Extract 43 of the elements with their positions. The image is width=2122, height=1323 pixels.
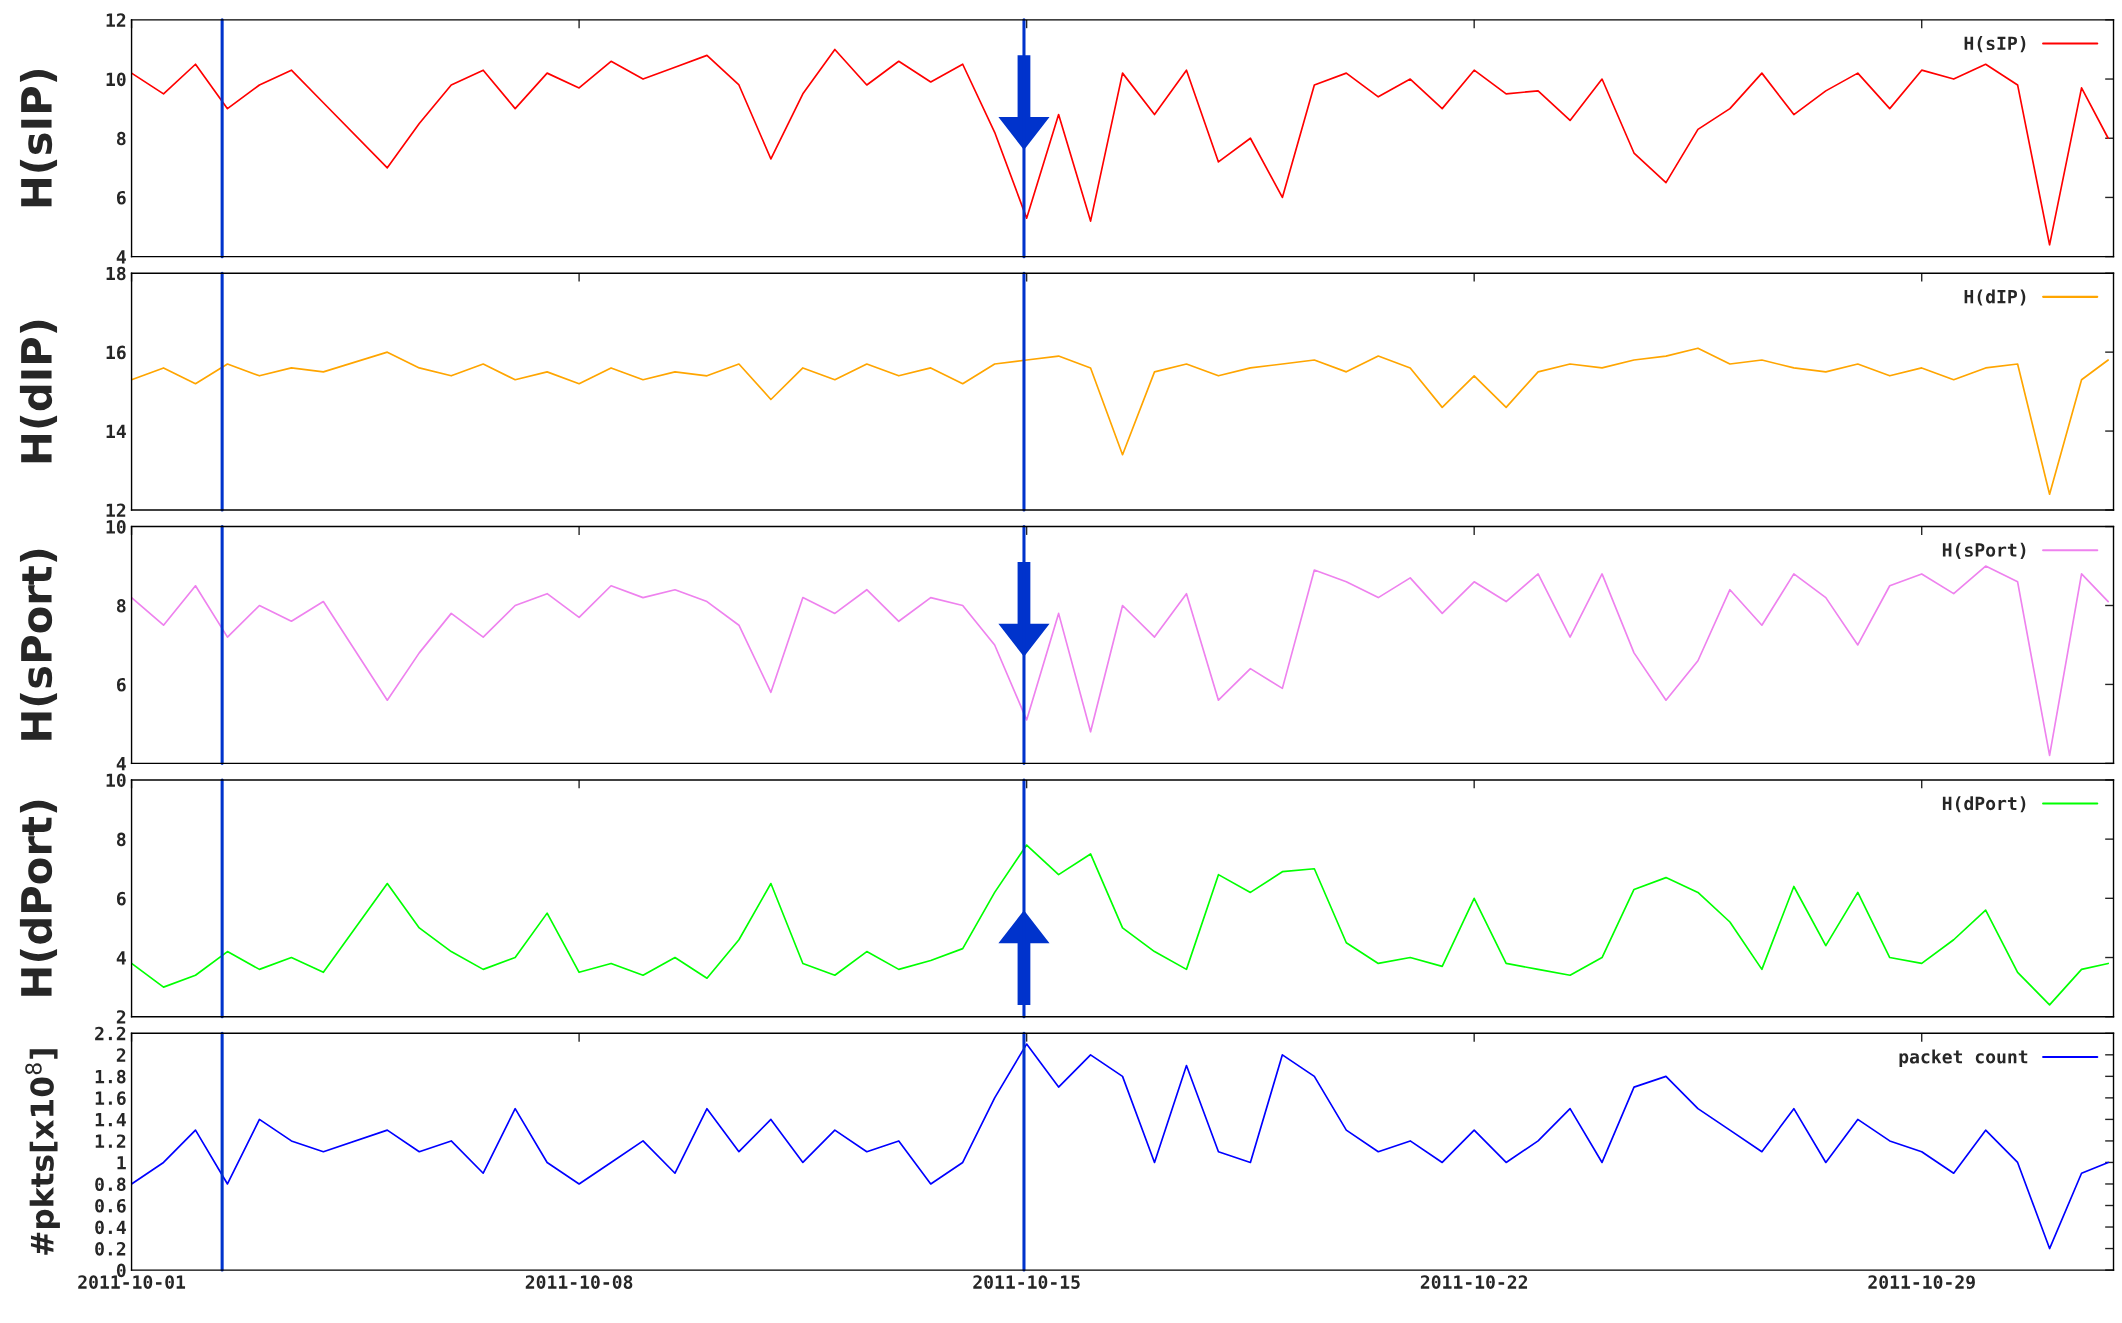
y-tick-label: 18 <box>106 266 126 281</box>
y-tick-label: 12 <box>106 503 126 517</box>
x-tick-label: 2011-10-15 <box>973 1275 1080 1289</box>
legend-label: H(sIP) <box>1964 36 2026 53</box>
y-tick-label: 1.6 <box>95 1091 126 1105</box>
x-tick-label: 2011-10-22 <box>1420 1275 1528 1289</box>
y-tick-label: 0.8 <box>95 1177 126 1192</box>
y-axis-title: #pkts[x10$^{8}$] <box>25 1049 60 1255</box>
y-tick-label: 10 <box>106 72 126 87</box>
y-tick-label: 1.2 <box>95 1134 126 1148</box>
legend-label: H(dIP) <box>1964 289 2026 306</box>
legend-label: H(dPort) <box>1942 796 2026 813</box>
legend-label: packet count <box>1899 1049 2028 1068</box>
legend-label: H(sPort) <box>1942 542 2026 559</box>
y-tick-label: 4 <box>116 951 126 965</box>
y-axis-title: H(dIP) <box>19 320 58 463</box>
y-tick-label: 14 <box>106 424 126 438</box>
y-tick-label: 0.6 <box>95 1198 126 1213</box>
y-tick-label: 1 <box>117 1156 126 1170</box>
y-tick-label: 2 <box>116 1048 126 1062</box>
y-tick-label: 2.2 <box>95 1026 126 1041</box>
y-tick-label: 8 <box>116 598 126 613</box>
y-tick-label: 8 <box>116 131 126 146</box>
y-tick-label: 6 <box>116 891 126 906</box>
x-tick-label: 2011-10-08 <box>525 1275 633 1289</box>
y-tick-label: 0.2 <box>95 1242 126 1256</box>
y-tick-label: 10 <box>106 520 126 534</box>
y-tick-label: 2 <box>116 1010 126 1024</box>
y-tick-label: 1.8 <box>95 1069 126 1084</box>
y-axis-title: H(sIP) <box>19 69 58 207</box>
y-axis-title: H(dPort) <box>19 800 58 996</box>
x-tick-label: 2011-10-29 <box>1868 1275 1975 1289</box>
y-tick-label: 10 <box>106 773 126 788</box>
y-tick-label: 12 <box>106 13 126 27</box>
y-axis-title: H(sPort) <box>19 549 58 740</box>
y-tick-label: 16 <box>106 345 126 360</box>
y-tick-label: 8 <box>116 832 126 847</box>
y-tick-label: 4 <box>116 757 126 771</box>
y-tick-label: 6 <box>116 677 126 692</box>
y-tick-label: 6 <box>116 190 126 205</box>
y-tick-label: 1.4 <box>95 1113 126 1127</box>
y-tick-label: 0.4 <box>95 1220 126 1235</box>
y-tick-label: 4 <box>116 250 126 264</box>
